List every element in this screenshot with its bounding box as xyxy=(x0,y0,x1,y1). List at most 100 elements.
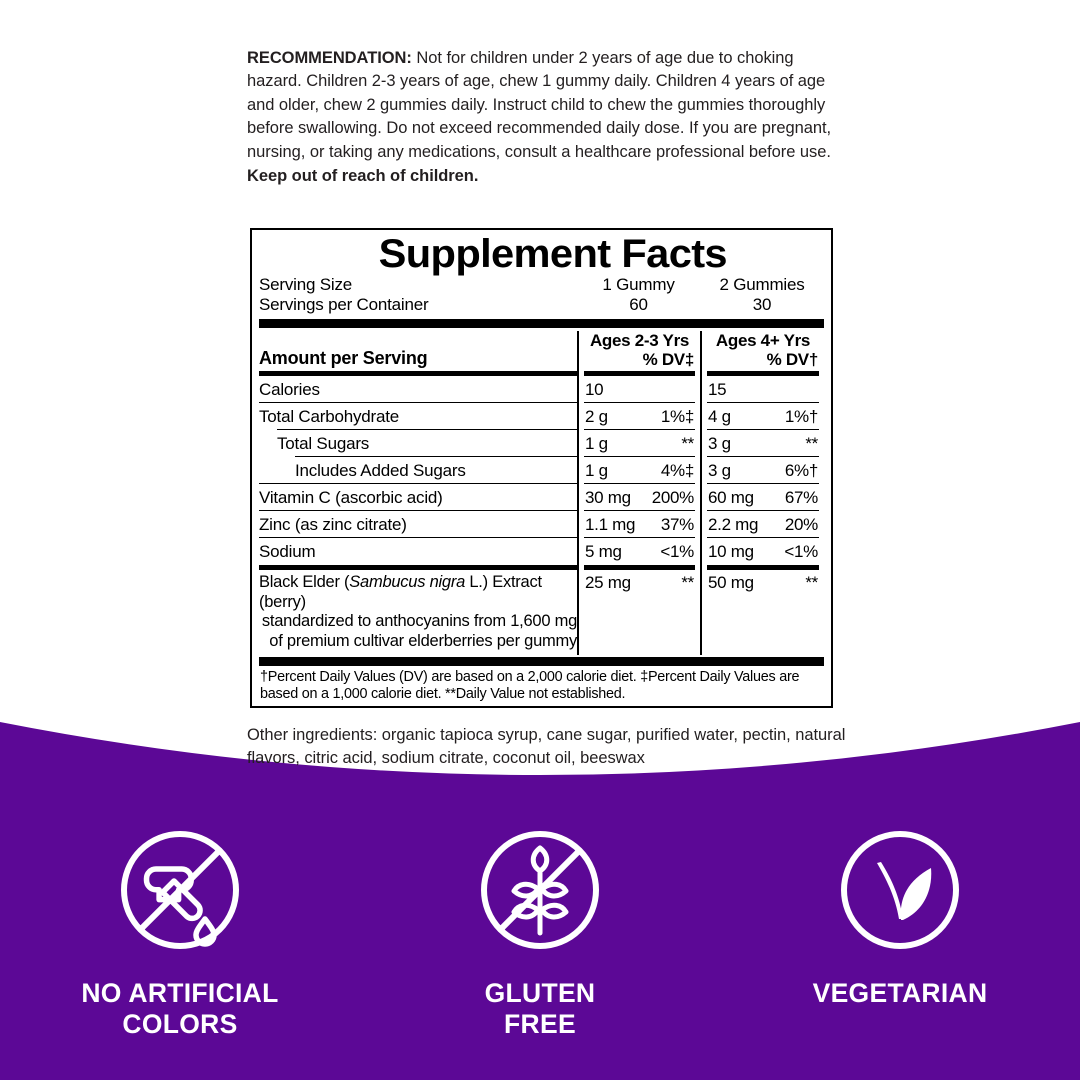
row-separator xyxy=(584,456,695,457)
no-wheat-icon xyxy=(477,820,603,960)
botanical-dv-col2: ** xyxy=(805,573,818,592)
col1-header-dv: % DV‡ xyxy=(642,350,695,369)
botanical-value-col1: 25 mg ** xyxy=(577,570,700,655)
badge-label-no-artificial-colors: NO ARTIFICIAL COLORS xyxy=(81,978,279,1039)
nutrient-amount: 2.2 mg xyxy=(708,514,759,534)
row-separator xyxy=(259,537,577,538)
row-separator xyxy=(584,429,695,430)
nutrient-values-bottom-bar-col2 xyxy=(707,565,819,570)
amount-per-serving-label: Amount per Serving xyxy=(259,348,428,368)
nutrient-amount: 5 mg xyxy=(585,541,622,561)
nutrient-name: Zinc (as zinc citrate) xyxy=(259,514,407,534)
servings-per-container-row: Servings per Container 60 30 xyxy=(259,295,824,315)
nutrient-value-row: 30 mg 200% xyxy=(579,484,700,510)
badge-label-gluten-free: GLUTEN FREE xyxy=(484,978,596,1039)
serving-size-value-col2: 2 Gummies xyxy=(719,275,805,294)
nutrient-percent-dv: ** xyxy=(681,433,694,453)
botanical-amount-col2: 50 mg xyxy=(708,573,754,592)
nutrient-amount: 60 mg xyxy=(708,487,754,507)
col2-header-ages: Ages 4+ Yrs xyxy=(715,331,811,350)
daily-value-footnote: †Percent Daily Values (DV) are based on … xyxy=(260,669,800,702)
nutrient-values-bottom-bar-col1 xyxy=(584,565,695,570)
nutrient-value-row: 2 g 1%‡ xyxy=(579,403,700,429)
nutrient-amount: 15 xyxy=(708,379,727,399)
nutrient-value-row: 60 mg 67% xyxy=(702,484,824,510)
col1-header: Ages 2-3 Yrs % DV‡ xyxy=(577,331,700,371)
nutrient-value-row: 15 xyxy=(702,376,824,402)
keep-out-of-reach-warning: Keep out of reach of children. xyxy=(247,167,479,186)
badge-label-vegetarian: VEGETARIAN xyxy=(812,978,988,1008)
recommendation-body-text: Not for children under 2 years of age du… xyxy=(247,49,832,161)
nutrient-amount: 10 xyxy=(585,379,604,399)
nutrient-name: Total Sugars xyxy=(277,433,370,453)
nutrient-percent-dv: 20% xyxy=(784,514,818,534)
nutrient-percent-dv: ** xyxy=(805,433,818,453)
nutrient-amount: 2 g xyxy=(585,406,608,426)
row-separator xyxy=(584,537,695,538)
nutrient-percent-dv: <1% xyxy=(784,541,818,561)
botanical-line1: Black Elder (Sambucus nigra L.) Extract … xyxy=(259,573,577,612)
row-separator xyxy=(584,402,695,403)
botanical-line1-pre: Black Elder ( xyxy=(259,573,350,591)
column-headers-row: Amount per Serving Ages 2-3 Yrs % DV‡ Ag… xyxy=(259,331,824,371)
nutrient-amount: 30 mg xyxy=(585,487,631,507)
nutrient-values-top-bar-col1 xyxy=(584,371,695,376)
nutrient-amount: 3 g xyxy=(708,433,731,453)
botanical-latin-name: Sambucus nigra xyxy=(349,573,466,591)
nutrient-percent-dv: 1%† xyxy=(784,406,818,426)
botanical-description: Black Elder (Sambucus nigra L.) Extract … xyxy=(259,570,577,655)
col2-header: Ages 4+ Yrs % DV† xyxy=(700,331,824,371)
thick-divider-bar xyxy=(259,319,824,328)
nutrient-value-row: 1.1 mg 37% xyxy=(579,511,700,537)
col1-header-ages: Ages 2-3 Yrs xyxy=(589,331,690,350)
recommendation-lead-label: RECOMMENDATION: xyxy=(247,49,412,67)
col2-header-dv: % DV† xyxy=(766,350,819,369)
badge-row: NO ARTIFICIAL COLORS GLUTEN FREE xyxy=(0,820,1080,1060)
nutrient-value-row: 4 g 1%† xyxy=(702,403,824,429)
row-separator xyxy=(259,402,577,403)
badge-vegetarian: VEGETARIAN xyxy=(720,820,1080,1060)
no-dropper-icon xyxy=(117,820,243,960)
nutrient-value-row: 3 g 6%† xyxy=(702,457,824,483)
nutrient-amount: 1.1 mg xyxy=(585,514,636,534)
botanical-line3: of premium cultivar elderberries per gum… xyxy=(269,631,577,650)
row-separator xyxy=(295,456,577,457)
nutrient-value-row: 1 g ** xyxy=(579,430,700,456)
botanical-row: Black Elder (Sambucus nigra L.) Extract … xyxy=(259,570,824,655)
nutrient-amount: 1 g xyxy=(585,460,608,480)
supplement-facts-panel: Supplement Facts Serving Size 1 Gummy 2 … xyxy=(250,228,833,708)
nutrient-values-column-ages-2-3: 10 2 g 1%‡ 1 g ** 1 g 4%‡ 30 mg 200% 1.1 mg 37% 5 m… xyxy=(577,371,700,570)
recommendation-paragraph: RECOMMENDATION: Not for children under 2… xyxy=(247,47,841,188)
servings-per-container-label: Servings per Container xyxy=(259,295,429,314)
nutrient-name: Calories xyxy=(259,379,320,399)
nutrient-values-top-bar-col2 xyxy=(707,371,819,376)
servings-per-container-value-col1: 60 xyxy=(629,295,648,314)
nutrient-value-row: 5 mg <1% xyxy=(579,538,700,564)
nutrient-name: Total Carbohydrate xyxy=(259,406,400,426)
thick-divider-bar-bottom xyxy=(259,657,824,666)
nutrient-percent-dv: 67% xyxy=(784,487,818,507)
row-separator xyxy=(277,429,577,430)
badge-gluten-free: GLUTEN FREE xyxy=(360,820,720,1060)
other-ingredients-text: Other ingredients: organic tapioca syrup… xyxy=(247,726,846,768)
nutrient-names-top-bar xyxy=(259,371,577,376)
nutrient-percent-dv: 200% xyxy=(651,487,695,507)
serving-size-row: Serving Size 1 Gummy 2 Gummies xyxy=(259,275,824,295)
nutrient-table: Calories Total Carbohydrate Total Sugars In… xyxy=(259,371,824,570)
nutrient-value-row: 1 g 4%‡ xyxy=(579,457,700,483)
row-separator xyxy=(707,537,819,538)
nutrient-values-column-ages-4plus: 15 4 g 1%† 3 g ** 3 g 6%† 60 mg 67% 2.2 mg 20% 10 m… xyxy=(700,371,824,570)
nutrient-name: Sodium xyxy=(259,541,316,561)
nutrient-name: Vitamin C (ascorbic acid) xyxy=(259,487,443,507)
nutrient-value-row: 10 mg <1% xyxy=(702,538,824,564)
row-separator xyxy=(584,483,695,484)
supplement-facts-title: Supplement Facts xyxy=(378,232,728,276)
row-separator xyxy=(707,456,819,457)
botanical-dv-col1: ** xyxy=(681,573,694,592)
nutrient-name: Includes Added Sugars xyxy=(295,460,466,480)
nutrient-percent-dv: 4%‡ xyxy=(660,460,694,480)
servings-per-container-value-col2: 30 xyxy=(752,295,772,314)
nutrient-percent-dv: 6%† xyxy=(784,460,818,480)
nutrient-amount: 4 g xyxy=(708,406,731,426)
botanical-value-col2: 50 mg ** xyxy=(700,570,824,655)
